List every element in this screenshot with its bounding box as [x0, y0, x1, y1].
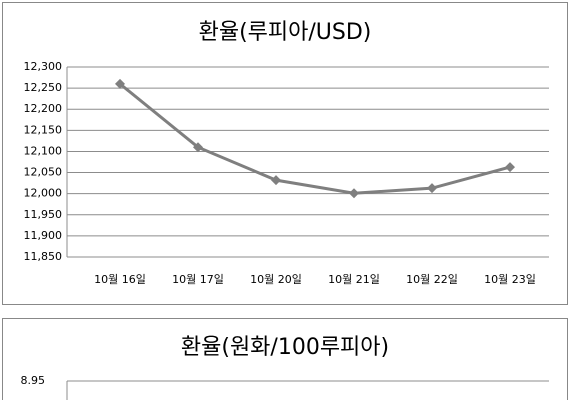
x-tick-label: 10월 22일	[406, 272, 458, 286]
y-tick-label: 11,900	[24, 229, 63, 242]
x-tick-label: 10월 16일	[94, 272, 146, 286]
y-tick-label: 8.95	[21, 374, 46, 387]
y-tick-label: 12,150	[24, 123, 63, 136]
y-tick-label: 11,950	[24, 208, 63, 221]
x-tick-label: 10월 20일	[250, 272, 302, 286]
data-point	[349, 188, 359, 199]
y-tick-label: 12,100	[24, 144, 63, 157]
data-point	[427, 183, 437, 194]
y-tick-label: 12,200	[24, 102, 63, 115]
data-point	[193, 142, 203, 153]
y-tick-label: 12,250	[24, 81, 63, 94]
x-tick-label: 10월 23일	[484, 272, 536, 286]
y-tick-label: 11,850	[24, 250, 63, 263]
data-point	[271, 175, 281, 186]
chart-frame	[2, 318, 568, 400]
chart-frame	[2, 2, 568, 305]
data-point	[505, 162, 515, 173]
x-tick-label: 10월 17일	[172, 272, 224, 286]
x-tick-label: 10월 21일	[328, 272, 380, 286]
y-tick-label: 12,000	[24, 187, 63, 200]
data-line	[119, 82, 511, 195]
y-tick-label: 12,300	[24, 60, 63, 73]
chart-title: 환율(루피아/USD)	[199, 20, 372, 45]
data-point	[115, 78, 125, 89]
y-tick-label: 12,050	[24, 166, 63, 179]
chart-title: 환율(원화/100루피아)	[181, 335, 389, 360]
